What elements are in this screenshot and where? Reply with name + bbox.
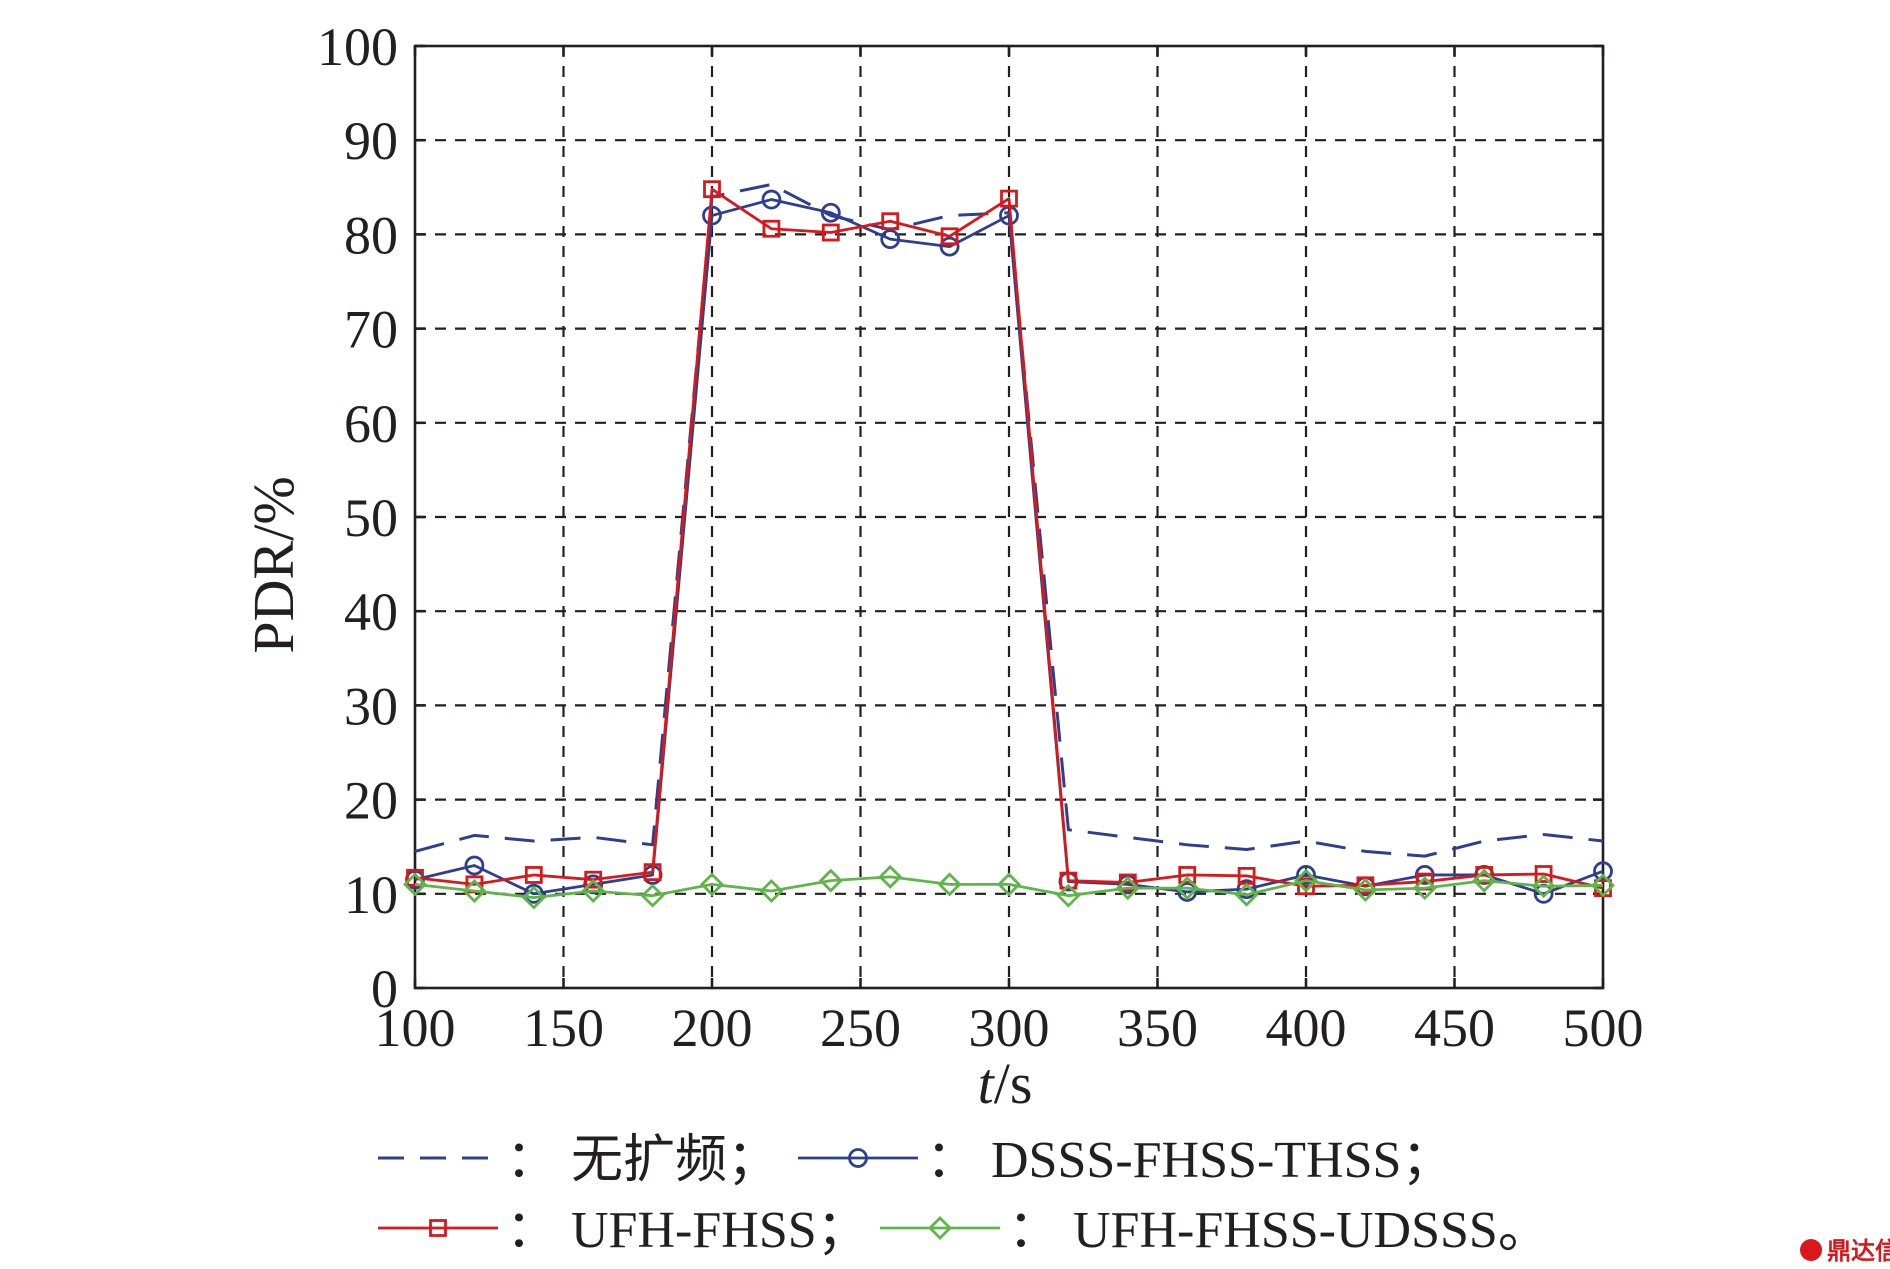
square-marker	[821, 223, 840, 242]
legend-entry: ： UFH-FHSS；	[378, 1202, 869, 1259]
square-marker	[1178, 866, 1197, 884]
watermark-icon	[1800, 1239, 1822, 1261]
diamond-marker	[1115, 876, 1140, 901]
diamond-marker	[462, 878, 487, 903]
series-line	[414, 198, 1604, 896]
circle-marker	[702, 205, 722, 226]
square-marker	[762, 219, 781, 238]
y-tick-labels: 0 10 20 30 40 50 60 70 80 90 100	[317, 17, 398, 1019]
circle-marker	[820, 202, 841, 223]
diamond-marker	[1472, 868, 1497, 893]
y-tick-label: 100	[317, 17, 398, 77]
diamond-marker	[403, 872, 427, 897]
diamond-marker	[1591, 873, 1615, 898]
diamond-marker	[937, 872, 962, 897]
square-marker	[643, 863, 662, 882]
circle-marker	[1296, 865, 1316, 885]
x-tick-labels: 100 150 200 250 300 350 400 450 500	[375, 998, 1644, 1058]
square-marker	[1297, 877, 1315, 896]
circle-marker	[880, 229, 901, 250]
legend-label: ： 无扩频；	[506, 1132, 779, 1189]
legend-entry: ： UFH-FHSS-UDSSS。	[880, 1202, 1550, 1259]
legend-entry: ： DSSS-FHSS-THSS；	[798, 1132, 1453, 1189]
x-tick-label: 100	[375, 998, 456, 1058]
diamond-marker	[581, 878, 606, 903]
y-tick-label: 20	[344, 771, 398, 831]
diamond-marker	[700, 872, 724, 897]
diamond-marker	[997, 872, 1021, 897]
y-axis-label: PDR/%	[241, 476, 306, 653]
legend-label: ： UFH-FHSS-UDSSS。	[1008, 1202, 1550, 1259]
y-tick-label: 70	[344, 300, 398, 360]
watermark-text: 鼎达信	[1827, 1237, 1890, 1265]
circle-marker	[464, 855, 485, 876]
square-marker	[1118, 873, 1137, 892]
diamond-marker	[928, 1216, 952, 1240]
square-marker	[940, 227, 959, 246]
x-axis-label: t/s	[978, 1051, 1033, 1116]
diamond-marker	[521, 885, 546, 910]
x-tick-label: 400	[1266, 998, 1347, 1058]
square-marker	[524, 866, 543, 884]
x-tick-label: 300	[969, 998, 1050, 1058]
diamond-marker	[1175, 876, 1200, 901]
diamond-marker	[1294, 868, 1318, 893]
diamond-marker	[878, 864, 903, 889]
legend-entry: ： 无扩频；	[378, 1132, 779, 1189]
circle-marker	[848, 1148, 868, 1168]
diamond-marker	[759, 878, 784, 903]
y-tick-label: 10	[344, 865, 398, 925]
square-marker	[584, 870, 603, 889]
axis-ticks	[413, 44, 1605, 990]
series-3	[406, 180, 1612, 898]
series-line	[414, 875, 1604, 899]
series-line	[414, 187, 1604, 890]
square-marker	[429, 1219, 447, 1237]
legend-label: ： UFH-FHSS；	[506, 1202, 869, 1259]
diamond-marker	[640, 883, 665, 908]
legend: ： 无扩频； ： DSSS-FHSS-THSS； ： UFH-FHSS； ： UFH-…	[378, 1132, 1550, 1259]
legend-label: ： DSSS-FHSS-THSS；	[926, 1132, 1453, 1189]
diamond-marker	[1412, 876, 1437, 901]
x-tick-label: 450	[1414, 998, 1495, 1058]
circle-marker	[939, 236, 960, 257]
series-4	[403, 864, 1615, 910]
diamond-marker	[1234, 882, 1259, 907]
square-marker	[1356, 876, 1375, 895]
x-tick-label: 250	[820, 998, 901, 1058]
diamond-marker	[1056, 883, 1081, 908]
y-tick-label: 90	[344, 111, 398, 171]
y-tick-label: 40	[344, 582, 398, 642]
circle-marker	[761, 189, 782, 210]
diamond-marker	[1353, 878, 1378, 903]
y-tick-label: 80	[344, 205, 398, 265]
watermark-logo: 鼎达信	[1800, 1237, 1890, 1265]
square-marker	[703, 180, 721, 199]
series-group	[403, 180, 1615, 910]
circle-marker	[1236, 879, 1257, 899]
y-tick-label: 50	[344, 488, 398, 548]
x-tick-label: 350	[1117, 998, 1198, 1058]
x-tick-label: 150	[523, 998, 604, 1058]
grid-lines	[415, 46, 1603, 988]
square-marker	[1059, 871, 1078, 890]
diamond-marker	[1531, 874, 1556, 899]
square-marker	[1534, 865, 1553, 883]
square-marker	[1000, 189, 1018, 208]
y-tick-label: 30	[344, 676, 398, 736]
diamond-marker	[818, 868, 843, 893]
y-tick-label: 0	[371, 959, 398, 1019]
square-marker	[1475, 866, 1494, 884]
y-tick-label: 60	[344, 394, 398, 454]
x-tick-label: 200	[672, 998, 753, 1058]
circle-marker	[523, 883, 544, 904]
square-marker	[881, 212, 900, 231]
x-tick-label: 500	[1563, 998, 1644, 1058]
